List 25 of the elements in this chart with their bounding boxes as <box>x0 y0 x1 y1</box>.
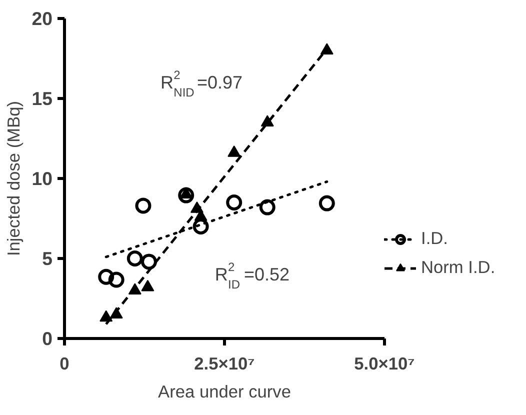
point <box>108 272 124 288</box>
x-axis-title: Area under curve <box>158 382 291 402</box>
point <box>126 250 143 266</box>
point <box>228 145 241 157</box>
x-tick-label: 5.0×10⁷ <box>354 354 415 374</box>
point <box>98 268 114 285</box>
legend-label: I.D. <box>421 228 448 249</box>
y-tick-label: 10 <box>32 168 53 189</box>
point <box>320 43 334 54</box>
x-tick-label: 2.5×10⁷ <box>194 354 255 374</box>
point <box>318 195 335 212</box>
x-tick-label: 0 <box>60 354 70 374</box>
point <box>180 187 193 198</box>
y-tick-label: 15 <box>32 88 53 109</box>
point <box>135 198 152 214</box>
y-tick-label: 0 <box>42 328 53 349</box>
y-tick-label: 20 <box>32 8 53 29</box>
point <box>192 218 209 234</box>
y-tick-label: 5 <box>42 248 53 269</box>
point <box>178 187 194 204</box>
point <box>259 199 276 216</box>
point <box>226 194 242 210</box>
y-axis-title: Injected dose (MBq) <box>4 100 24 256</box>
legend-label: Norm I.D. <box>421 257 496 278</box>
point <box>140 254 157 270</box>
